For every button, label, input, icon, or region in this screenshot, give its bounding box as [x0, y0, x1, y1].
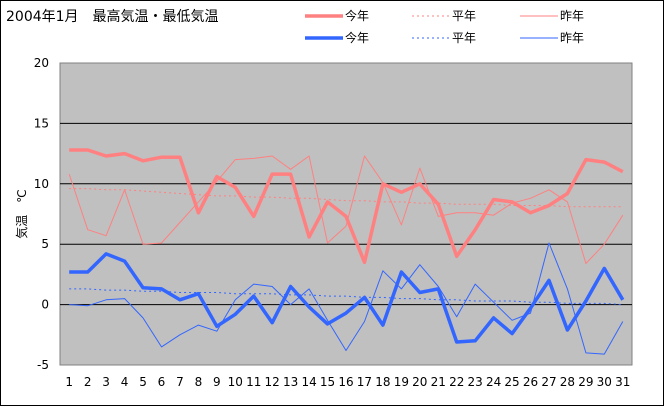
legend-label: 昨年 — [560, 31, 584, 45]
x-tick-label: 27 — [541, 375, 556, 389]
x-tick-label: 2 — [84, 375, 92, 389]
series-line-max-thin — [68, 155, 624, 264]
x-tick-label: 8 — [195, 375, 203, 389]
x-tick-label: 24 — [486, 375, 501, 389]
legend-label: 今年 — [345, 8, 369, 23]
x-tick-label: 14 — [301, 375, 316, 389]
x-tick-label: 5 — [139, 375, 147, 389]
x-tick-label: 26 — [523, 375, 538, 389]
x-tick-label: 12 — [265, 375, 280, 389]
y-tick-label: 20 — [34, 56, 49, 70]
x-tick-label: 31 — [615, 375, 630, 389]
x-tick-label: 20 — [412, 375, 427, 389]
x-tick-label: 22 — [449, 375, 464, 389]
x-tick-label: 10 — [228, 375, 243, 389]
x-tick-label: 6 — [158, 375, 166, 389]
x-tick-label: 21 — [431, 375, 446, 389]
y-tick-label: 15 — [34, 116, 49, 130]
x-axis: 1 2 3 4 5 6 7 8 9 10 11 12 13 14 15 16 17 18 19 20 21 22 23 24 2… — [65, 375, 630, 389]
plot-area — [59, 62, 633, 366]
x-tick-label: 16 — [338, 375, 353, 389]
x-tick-label: 19 — [394, 375, 409, 389]
x-tick-label: 15 — [320, 375, 335, 389]
series-line-min-dashed — [69, 288, 623, 306]
x-tick-label: 3 — [102, 375, 110, 389]
series-line-min-thick — [69, 252, 625, 344]
series-line-max-thick — [69, 148, 624, 265]
x-tick-label: 1 — [65, 375, 73, 389]
x-tick-label: 30 — [597, 375, 612, 389]
x-tick-label: 13 — [283, 375, 298, 389]
x-tick-label: 17 — [357, 375, 372, 389]
y-axis-label: 気温 ℃ — [14, 189, 29, 238]
y-axis: -5 0 5 10 15 20 — [34, 56, 49, 372]
y-tick-label: 0 — [41, 298, 49, 312]
x-tick-label: 23 — [468, 375, 483, 389]
legend-label: 昨年 — [560, 9, 584, 23]
gridlines — [60, 122, 632, 306]
series-line-max-dashed — [69, 188, 623, 208]
legend-label: 今年 — [345, 30, 369, 45]
legend-label: 平年 — [452, 9, 476, 23]
x-tick-label: 4 — [121, 375, 129, 389]
x-tick-label: 11 — [246, 375, 261, 389]
x-tick-label: 9 — [213, 375, 221, 389]
x-tick-label: 28 — [560, 375, 575, 389]
series-line-min-thin — [69, 242, 624, 355]
y-tick-label: 10 — [34, 177, 49, 191]
x-tick-label: 25 — [504, 375, 519, 389]
y-tick-label: 5 — [41, 237, 49, 251]
legend-label: 平年 — [452, 31, 476, 45]
chart-title: 2004年1月 最高気温・最低気温 — [6, 8, 219, 25]
y-tick-label: -5 — [37, 358, 49, 372]
x-tick-label: 18 — [375, 375, 390, 389]
x-tick-label: 29 — [578, 375, 593, 389]
x-tick-label: 7 — [176, 375, 184, 389]
series-lines — [68, 148, 625, 355]
